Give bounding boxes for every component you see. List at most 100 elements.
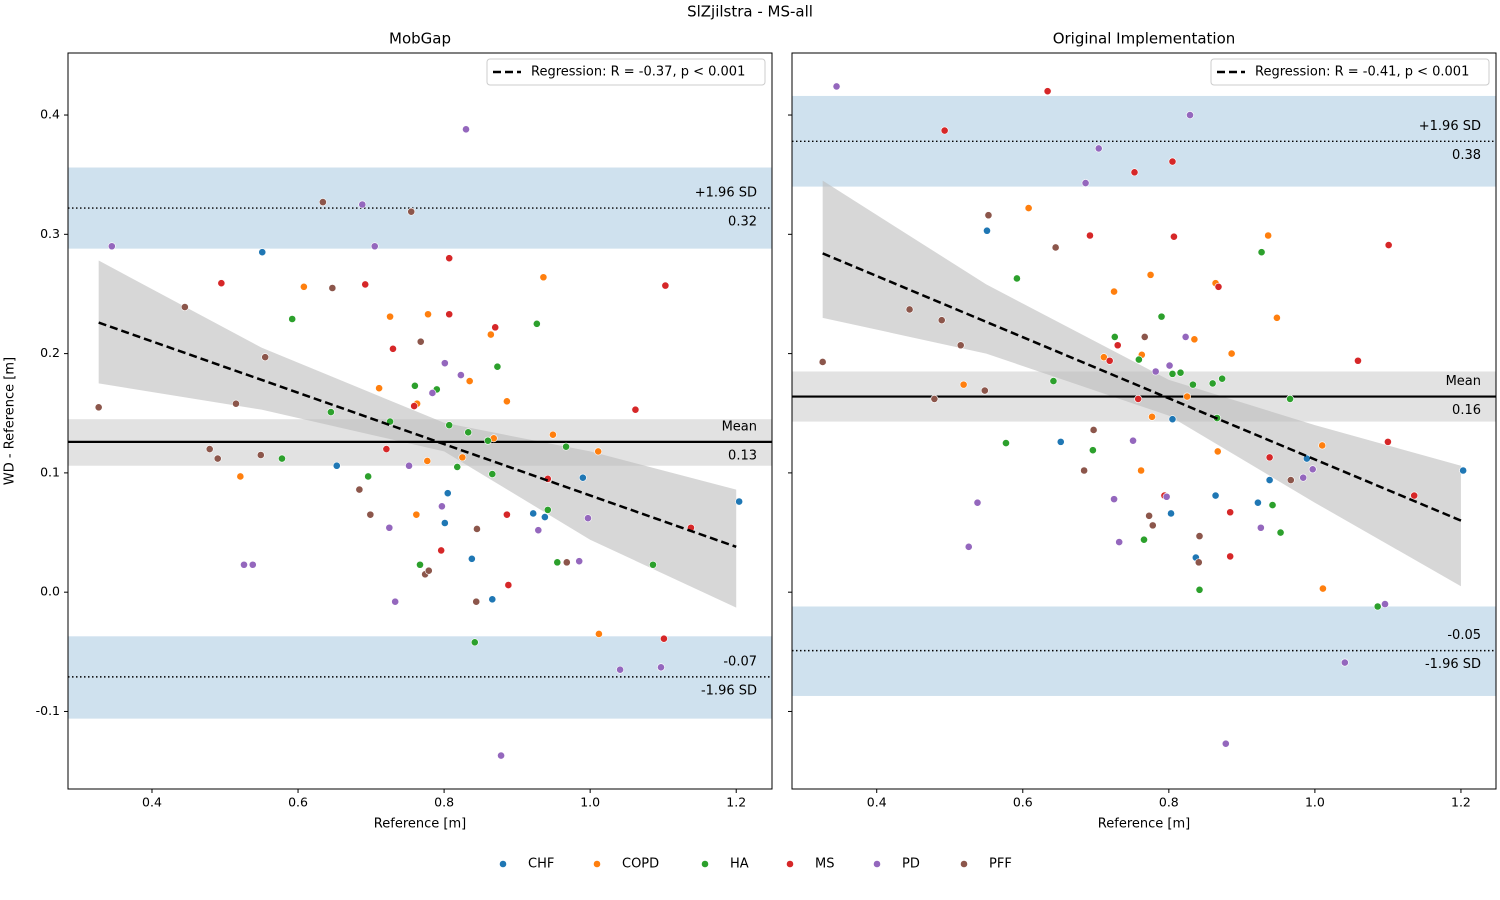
annotation: Mean	[722, 419, 757, 434]
legend-label: Regression: R = -0.41, p < 0.001	[1255, 65, 1469, 80]
point	[1381, 600, 1389, 609]
point	[386, 312, 394, 321]
point	[1167, 509, 1175, 518]
point	[1286, 476, 1295, 484]
point	[905, 305, 914, 314]
x-tick-label: 0.8	[434, 795, 454, 810]
point	[232, 399, 240, 408]
y-tick-label: 0.4	[40, 107, 60, 122]
legend-entry: PD	[873, 857, 920, 872]
point	[973, 498, 982, 507]
point	[445, 421, 454, 430]
point	[1002, 439, 1010, 447]
point	[440, 519, 449, 527]
point	[462, 125, 470, 134]
point	[1268, 501, 1277, 509]
axes-frame	[67, 52, 773, 790]
point	[1051, 243, 1060, 252]
point	[1459, 466, 1468, 475]
point	[443, 489, 452, 498]
plot-area	[68, 125, 772, 760]
point	[539, 273, 548, 282]
point	[534, 526, 543, 535]
point	[562, 442, 570, 451]
point	[278, 454, 286, 463]
point	[240, 560, 248, 569]
regression-legend: Regression: R = -0.37, p < 0.001	[486, 58, 766, 86]
point	[1168, 157, 1177, 166]
point	[491, 323, 500, 332]
point	[631, 405, 640, 414]
y-tick-label: 0.0	[40, 584, 60, 599]
point	[1148, 521, 1157, 530]
point	[1221, 739, 1230, 748]
point	[937, 316, 946, 325]
point	[1186, 111, 1194, 119]
point	[488, 595, 497, 604]
point	[445, 310, 454, 319]
x-tick-label: 1.2	[726, 795, 746, 810]
point	[1094, 144, 1103, 153]
x-tick-label: 0.8	[1159, 795, 1179, 810]
point	[412, 510, 421, 519]
point	[553, 558, 562, 567]
x-tick-label: 1.0	[1305, 795, 1325, 810]
legend-label: MS	[815, 857, 834, 872]
point	[1129, 436, 1137, 445]
point	[1099, 353, 1108, 362]
annotation: 0.13	[728, 448, 757, 463]
legend-label: HA	[730, 857, 749, 872]
point	[940, 126, 949, 135]
point	[1226, 552, 1235, 561]
point	[180, 303, 189, 311]
point	[616, 665, 624, 674]
legend-marker	[701, 860, 709, 868]
point	[1162, 492, 1171, 501]
y-tick-label: 0.3	[40, 226, 60, 241]
point	[410, 381, 419, 390]
point	[423, 457, 432, 465]
panel: Mean 0.13 +1.96 SD 0.32 -0.07 -1.96 SD 0.4 0.6 0…	[3, 30, 773, 832]
point	[94, 403, 103, 412]
point	[1043, 87, 1052, 96]
point	[980, 386, 989, 395]
point	[391, 597, 400, 606]
point	[661, 281, 670, 290]
point	[261, 353, 270, 362]
point	[464, 428, 473, 437]
point	[1081, 179, 1090, 187]
point	[1265, 453, 1274, 462]
point	[488, 470, 497, 478]
point	[1086, 231, 1094, 240]
legend-marker	[593, 860, 601, 868]
legend-marker	[960, 860, 968, 868]
point	[1218, 374, 1227, 383]
point	[1195, 532, 1204, 541]
point	[1211, 491, 1220, 500]
point	[416, 337, 425, 346]
x-axis-label: Reference [m]	[1098, 817, 1190, 832]
point	[549, 430, 557, 439]
point	[416, 560, 424, 569]
legend-label: CHF	[528, 857, 554, 872]
point	[575, 557, 584, 566]
point	[1170, 232, 1178, 241]
point	[1384, 241, 1393, 249]
annotation: +1.96 SD	[1419, 119, 1481, 134]
point	[288, 315, 297, 323]
point	[735, 497, 744, 506]
point	[1181, 333, 1190, 341]
annotation: -1.96 SD	[1425, 657, 1481, 672]
point	[504, 581, 513, 589]
point	[595, 630, 603, 638]
point	[332, 461, 341, 470]
point	[1024, 204, 1033, 212]
point	[1384, 437, 1392, 446]
point	[657, 663, 665, 672]
point	[370, 242, 379, 251]
x-tick-label: 0.6	[1013, 795, 1033, 810]
point	[361, 280, 370, 289]
point	[328, 284, 337, 292]
point	[1145, 511, 1154, 520]
point	[983, 226, 991, 235]
